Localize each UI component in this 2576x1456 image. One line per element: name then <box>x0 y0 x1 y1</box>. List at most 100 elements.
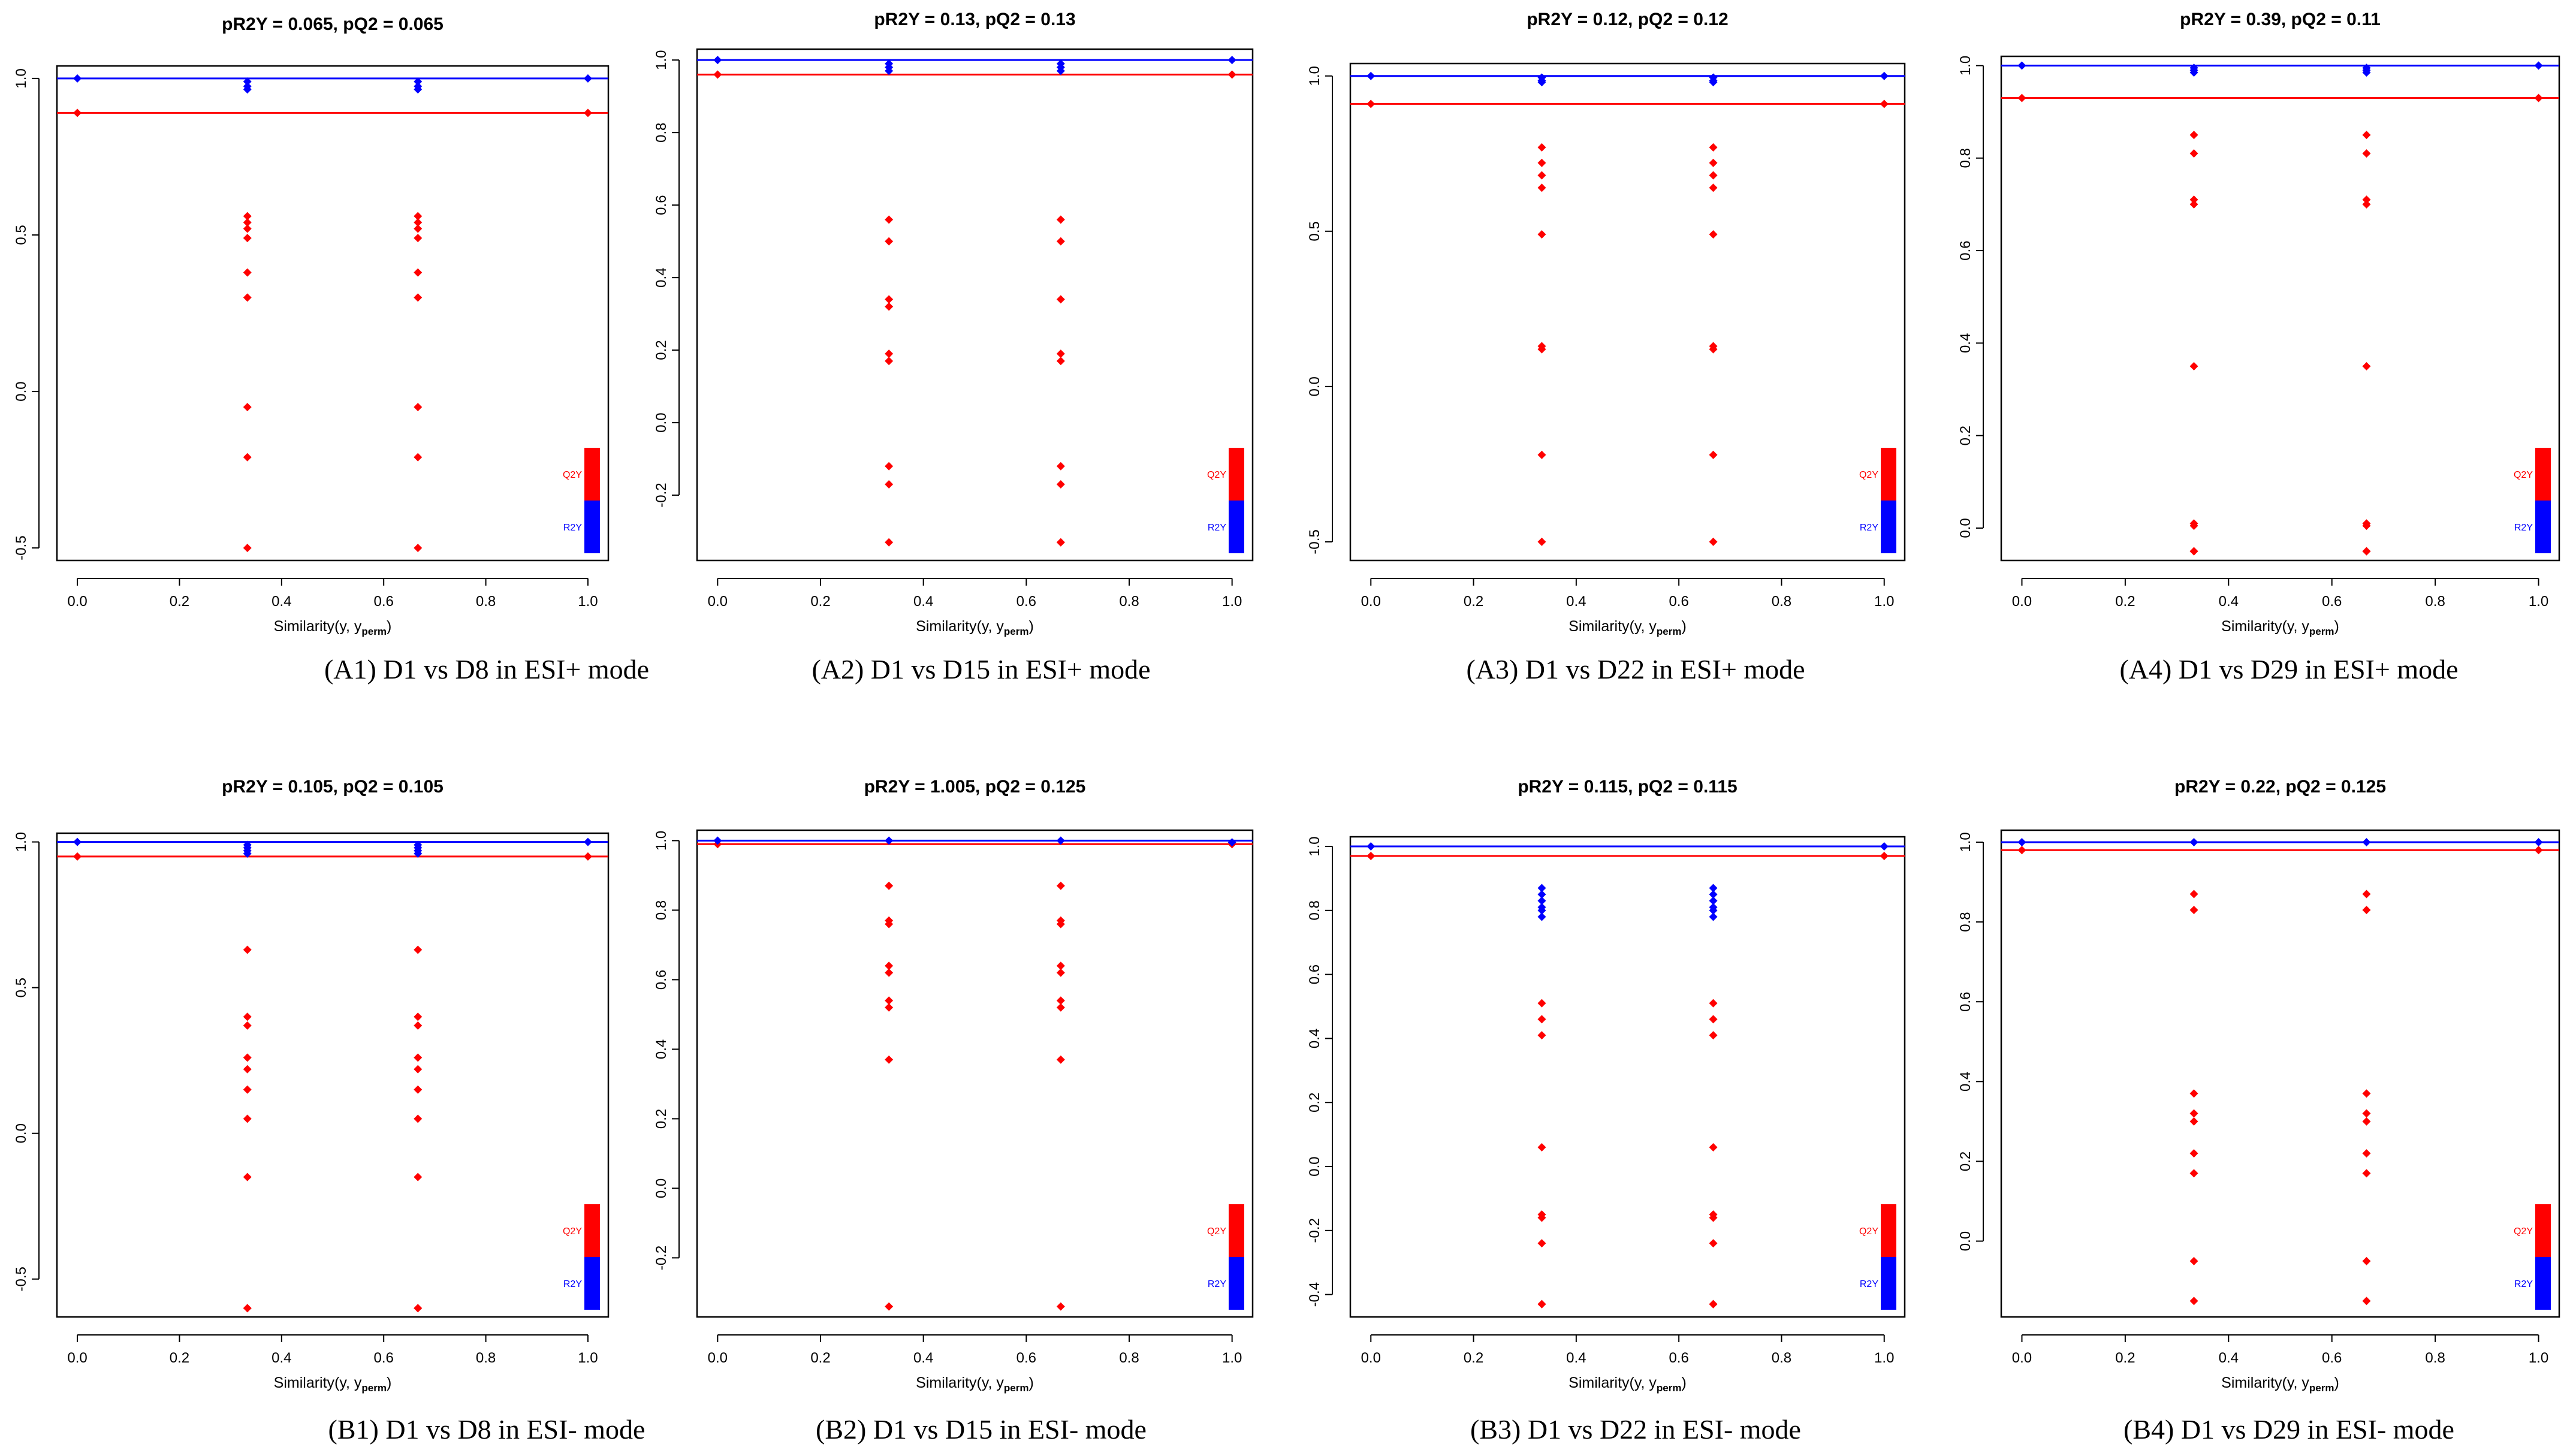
legend-q2y-swatch <box>1229 448 1244 501</box>
y-tick-label: -0.5 <box>1307 529 1323 554</box>
legend-r2y-label: R2Y <box>1208 1279 1226 1289</box>
legend-q2y-label: Q2Y <box>1859 470 1878 480</box>
x-tick-label: 1.0 <box>1222 593 1242 610</box>
r2y-point <box>713 836 722 845</box>
plot-b1: pR2Y = 0.105, pQ2 = 0.105 0.0 0.2 0.4 0.6 0.8… <box>13 777 610 1394</box>
legend-r2y-label: R2Y <box>563 523 582 533</box>
q2y-point <box>885 357 894 366</box>
q2y-point <box>1537 1015 1546 1024</box>
q2y-point <box>2362 890 2371 899</box>
caption-a2: (A2) D1 vs D15 in ESI+ mode <box>812 654 1151 685</box>
y-tick-label: 0.0 <box>653 412 669 432</box>
r2y-point <box>1537 890 1546 899</box>
q2y-point <box>885 215 894 224</box>
q2y-point <box>1537 183 1546 192</box>
q2y-point <box>1056 881 1065 890</box>
legend-q2y-label: Q2Y <box>2514 470 2533 480</box>
x-tick-label: 0.4 <box>272 1350 291 1366</box>
q2y-point <box>1056 968 1065 977</box>
legend-r2y-swatch <box>1881 1257 1896 1310</box>
q2y-point <box>885 538 894 547</box>
y-tick-label: -0.2 <box>1307 1218 1323 1243</box>
plot-a1: pR2Y = 0.065, pQ2 = 0.065 0.0 0.2 0.4 0.6 0.8… <box>13 14 610 637</box>
q2y-point <box>2189 361 2198 370</box>
x-tick-label: 0.0 <box>708 593 728 610</box>
caption-b4: (B4) D1 vs D29 in ESI- mode <box>2123 1414 2454 1445</box>
r2y-point <box>2362 837 2371 846</box>
plot-title: pR2Y = 0.13, pQ2 = 0.13 <box>874 10 1075 29</box>
q2y-point <box>1056 1055 1065 1064</box>
q2y-point <box>713 70 722 79</box>
q2y-point <box>1709 1031 1718 1040</box>
x-axis-label: Similarity(y, yperm) <box>916 1374 1034 1394</box>
caption-b3: (B3) D1 vs D22 in ESI- mode <box>1470 1414 1801 1445</box>
plot-title: pR2Y = 0.105, pQ2 = 0.105 <box>222 777 444 797</box>
x-axis-label: Similarity(y, yperm) <box>1568 618 1687 637</box>
x-tick-label: 0.8 <box>2425 1350 2445 1366</box>
q2y-point <box>414 218 423 227</box>
x-tick-label: 0.8 <box>1772 1350 1791 1366</box>
y-tick-label: 0.4 <box>653 1039 669 1059</box>
r2y-point <box>1880 842 1889 851</box>
x-tick-label: 0.6 <box>1669 1350 1688 1366</box>
plot-b3: pR2Y = 0.115, pQ2 = 0.115 0.0 0.2 0.4 0.6 0.8… <box>1307 777 1906 1394</box>
y-tick-label: 0.6 <box>1307 964 1323 984</box>
q2y-point <box>1537 537 1546 546</box>
legend-q2y-swatch <box>1229 1204 1244 1257</box>
q2y-point <box>243 218 252 227</box>
x-tick-label: 0.0 <box>708 1350 728 1366</box>
r2y-point <box>1880 71 1889 80</box>
x-tick-label: 0.8 <box>476 593 496 610</box>
r2y-point <box>2189 68 2198 77</box>
q2y-point <box>243 1172 252 1181</box>
q2y-point <box>2362 1297 2371 1306</box>
legend-r2y-label: R2Y <box>2514 523 2533 533</box>
r2y-point <box>2362 68 2371 77</box>
y-tick-label: 0.8 <box>1957 148 1974 168</box>
r2y-point <box>2534 61 2543 70</box>
r2y-point <box>583 837 592 846</box>
q2y-point <box>885 295 894 304</box>
y-tick-label: 0.8 <box>1957 912 1974 932</box>
q2y-point <box>243 403 252 412</box>
q2y-point <box>1537 158 1546 167</box>
y-tick-label: 0.4 <box>653 267 669 287</box>
x-tick-label: 0.0 <box>2012 593 2032 610</box>
q2y-point <box>2189 1109 2198 1118</box>
q2y-point <box>243 293 252 302</box>
y-tick-label: 0.0 <box>1957 1231 1974 1251</box>
legend-q2y-swatch <box>584 448 600 501</box>
q2y-point <box>885 480 894 489</box>
x-tick-label: 0.2 <box>2115 593 2135 610</box>
q2y-point <box>2362 1256 2371 1265</box>
x-tick-label: 0.8 <box>2425 593 2445 610</box>
y-tick-label: 0.8 <box>653 900 669 920</box>
r2y-point <box>1367 842 1376 851</box>
q2y-point <box>885 996 894 1005</box>
q2y-point <box>2362 521 2371 530</box>
q2y-point <box>1709 1239 1718 1248</box>
r2y-point <box>1709 906 1718 915</box>
q2y-point <box>2362 149 2371 158</box>
y-tick-label: 0.2 <box>1307 1093 1323 1113</box>
q2y-point <box>243 1053 252 1062</box>
q2y-point <box>1709 1213 1718 1222</box>
q2y-point <box>1056 480 1065 489</box>
q2y-point <box>885 961 894 970</box>
caption-a4: (A4) D1 vs D29 in ESI+ mode <box>2119 654 2459 685</box>
plot-title: pR2Y = 0.12, pQ2 = 0.12 <box>1527 10 1728 29</box>
q2y-point <box>2189 149 2198 158</box>
legend-q2y-label: Q2Y <box>563 1226 582 1237</box>
q2y-point <box>243 1304 252 1313</box>
y-tick-label: 0.8 <box>653 122 669 142</box>
r2y-point <box>1367 71 1376 80</box>
q2y-point <box>2362 1169 2371 1178</box>
legend-r2y-label: R2Y <box>563 1279 582 1289</box>
q2y-point <box>885 968 894 977</box>
plot-frame <box>696 829 1254 1318</box>
q2y-point <box>243 945 252 954</box>
x-tick-label: 1.0 <box>2529 1350 2548 1366</box>
x-axis-label: Similarity(y, yperm) <box>274 1374 392 1394</box>
q2y-point <box>243 1021 252 1030</box>
q2y-point <box>885 1003 894 1012</box>
